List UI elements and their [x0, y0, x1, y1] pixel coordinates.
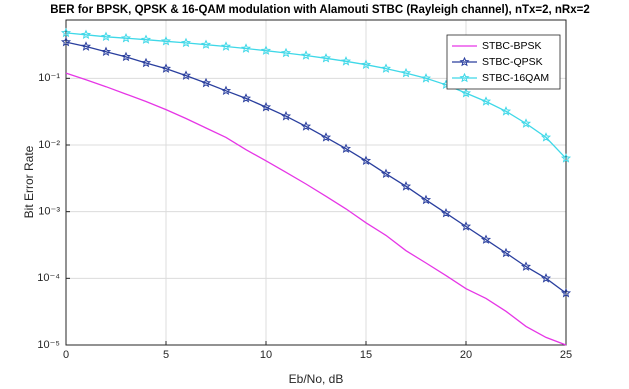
- legend-marker: [459, 56, 470, 67]
- data-point: [400, 67, 412, 78]
- data-point: [420, 73, 432, 83]
- y-tick-label: 10⁻⁴: [37, 272, 60, 284]
- data-point: [320, 53, 332, 63]
- data-point: [381, 63, 391, 73]
- data-point: [200, 77, 212, 88]
- data-point: [560, 287, 572, 298]
- y-axis-label: Bit Error Rate: [22, 145, 36, 218]
- plot-frame: [65, 19, 567, 346]
- data-point: [300, 50, 312, 60]
- data-point: [140, 34, 152, 44]
- data-point: [160, 36, 172, 46]
- data-point: [80, 41, 92, 51]
- data-point: [280, 47, 292, 58]
- data-point: [120, 51, 132, 62]
- data-point: [540, 132, 552, 142]
- data-point: [300, 121, 312, 131]
- data-point: [181, 37, 191, 48]
- data-point: [360, 155, 372, 166]
- data-point: [340, 56, 352, 66]
- y-tick-label: 10⁻³: [38, 206, 60, 218]
- data-point: [260, 45, 272, 55]
- y-tick-label: 10⁻¹: [38, 72, 60, 84]
- data-point: [500, 247, 512, 258]
- data-point: [460, 221, 472, 231]
- data-point: [521, 261, 531, 271]
- x-tick-label: 20: [460, 349, 472, 361]
- y-tick-label: 10⁻²: [38, 139, 60, 151]
- data-point: [540, 273, 552, 283]
- data-point: [260, 101, 272, 112]
- data-point: [140, 57, 152, 68]
- data-point: [241, 93, 251, 103]
- series-line: [65, 72, 567, 346]
- data-point: [60, 27, 72, 38]
- data-point: [161, 63, 171, 73]
- x-axis-label: Eb/No, dB: [289, 372, 344, 386]
- data-point: [440, 207, 452, 218]
- data-point: [240, 43, 252, 53]
- data-point: [100, 31, 112, 42]
- data-point: [560, 153, 572, 163]
- legend-label: STBC-16QAM: [482, 72, 549, 84]
- data-point: [420, 194, 432, 205]
- legend-marker: [459, 72, 470, 83]
- legend-label: STBC-QPSK: [482, 56, 543, 68]
- data-point: [200, 39, 212, 49]
- x-tick-label: 15: [360, 349, 372, 361]
- y-tick-label: 10⁻⁵: [37, 339, 60, 351]
- data-point: [520, 118, 532, 128]
- data-point: [341, 143, 351, 153]
- x-tick-label: 5: [163, 349, 169, 361]
- data-point: [121, 32, 131, 43]
- data-point: [320, 132, 332, 142]
- data-point: [280, 110, 292, 121]
- data-point: [380, 168, 392, 179]
- data-point: [400, 181, 412, 191]
- data-point: [220, 85, 232, 96]
- data-point: [220, 41, 232, 51]
- data-point: [500, 106, 512, 116]
- data-point: [360, 59, 372, 70]
- data-point: [80, 29, 92, 40]
- x-tick-label: 10: [260, 349, 272, 361]
- legend-label: STBC-BPSK: [482, 40, 542, 52]
- data-point: [480, 234, 492, 244]
- data-point: [460, 87, 472, 98]
- data-point: [180, 70, 192, 80]
- series-line: [65, 41, 567, 294]
- x-tick-label: 25: [560, 349, 572, 361]
- x-tick-label: 0: [63, 349, 69, 361]
- data-point: [100, 46, 112, 57]
- data-point: [60, 36, 72, 47]
- data-point: [480, 96, 492, 106]
- chart-title: BER for BPSK, QPSK & 16-QAM modulation w…: [50, 4, 590, 16]
